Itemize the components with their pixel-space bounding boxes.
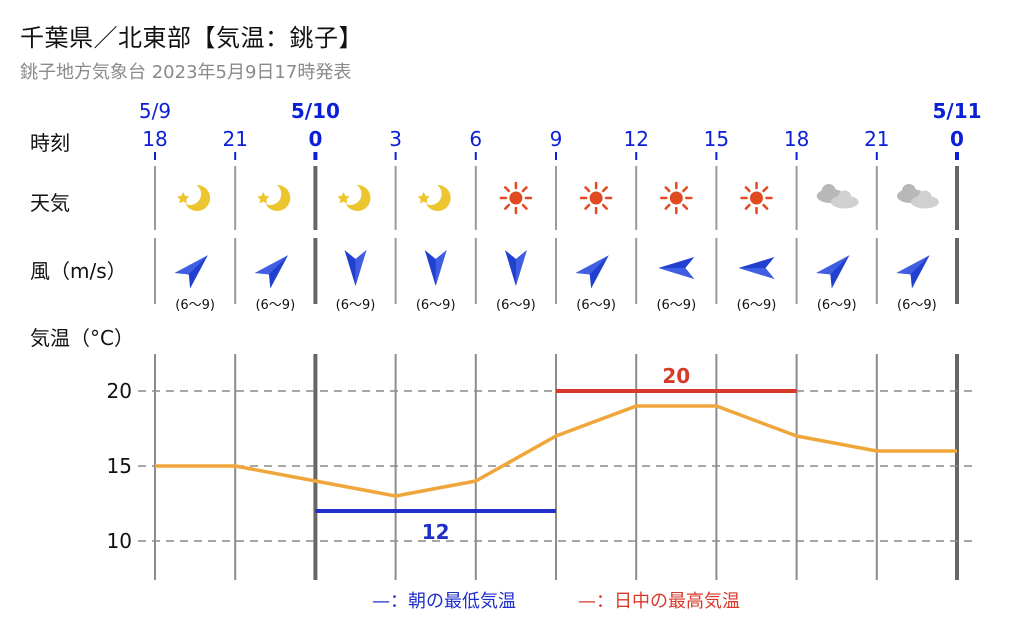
wind-arrow-icon xyxy=(738,257,775,279)
wind-speed-label: (6〜9) xyxy=(897,298,937,313)
hour-tick-label: 9 xyxy=(550,127,563,151)
temperature-row-label: 気温（°C） xyxy=(30,326,134,350)
wind-speed-label: (6〜9) xyxy=(576,298,616,313)
wind-speed-label: (6〜9) xyxy=(416,298,456,313)
issuer-subtitle: 銚子地方気象台 2023年5月9日17時発表 xyxy=(20,62,352,83)
wind-arrow-icon xyxy=(174,255,208,289)
legend-max-temp: —：日中の最高気温 xyxy=(578,591,740,612)
y-tick-label: 10 xyxy=(107,529,132,553)
weather-row-label: 天気 xyxy=(30,191,70,215)
wind-row-label: 風（m/s） xyxy=(30,259,127,283)
sun-icon xyxy=(579,181,613,215)
max-temp-label: 20 xyxy=(662,364,690,388)
wind-speed-label: (6〜9) xyxy=(656,298,696,313)
hour-tick-label: 12 xyxy=(623,127,648,151)
hour-tick-label: 15 xyxy=(704,127,729,151)
wind-speed-label: (6〜9) xyxy=(737,298,777,313)
sun-icon xyxy=(660,181,693,215)
wind-arrow-icon xyxy=(896,255,930,289)
wind-speed-label: (6〜9) xyxy=(175,298,215,313)
y-tick-label: 15 xyxy=(107,454,132,478)
y-tick-label: 20 xyxy=(107,379,132,403)
sun-icon xyxy=(740,181,773,215)
wind-arrow-icon xyxy=(816,255,850,289)
cloud-icon xyxy=(896,184,939,209)
wind-arrow-icon xyxy=(504,250,527,286)
date-label: 5/10 xyxy=(291,99,340,123)
wind-speed-label: (6〜9) xyxy=(817,298,857,313)
hour-tick-label: 0 xyxy=(308,127,322,151)
wind-speed-label: (6〜9) xyxy=(496,298,536,313)
hour-tick-label: 0 xyxy=(950,127,964,151)
hour-tick-label: 6 xyxy=(469,127,482,151)
date-label: 5/11 xyxy=(932,99,981,123)
date-label: 5/9 xyxy=(139,99,171,123)
hour-tick-label: 18 xyxy=(142,127,167,151)
wind-arrow-icon xyxy=(344,250,367,286)
min-temp-label: 12 xyxy=(422,520,450,544)
hour-tick-label: 3 xyxy=(389,127,402,151)
wind-arrow-icon xyxy=(575,255,609,289)
legend-min-temp: —：朝の最低気温 xyxy=(372,591,516,612)
hour-tick-label: 18 xyxy=(784,127,809,151)
wind-arrow-icon xyxy=(658,257,695,279)
moon-icon xyxy=(257,183,291,211)
wind-speed-label: (6〜9) xyxy=(255,298,295,313)
cloud-icon xyxy=(816,184,859,209)
hour-tick-label: 21 xyxy=(864,127,889,151)
wind-arrow-icon xyxy=(424,250,447,286)
hour-tick-label: 21 xyxy=(222,127,247,151)
moon-icon xyxy=(177,183,211,211)
moon-icon xyxy=(417,183,451,211)
page-title: 千葉県／北東部【気温：銚子】 xyxy=(20,24,363,52)
moon-icon xyxy=(337,183,371,211)
time-row-label: 時刻 xyxy=(30,131,70,155)
wind-arrow-icon xyxy=(254,255,289,289)
sun-icon xyxy=(499,181,533,215)
wind-speed-label: (6〜9) xyxy=(336,298,376,313)
